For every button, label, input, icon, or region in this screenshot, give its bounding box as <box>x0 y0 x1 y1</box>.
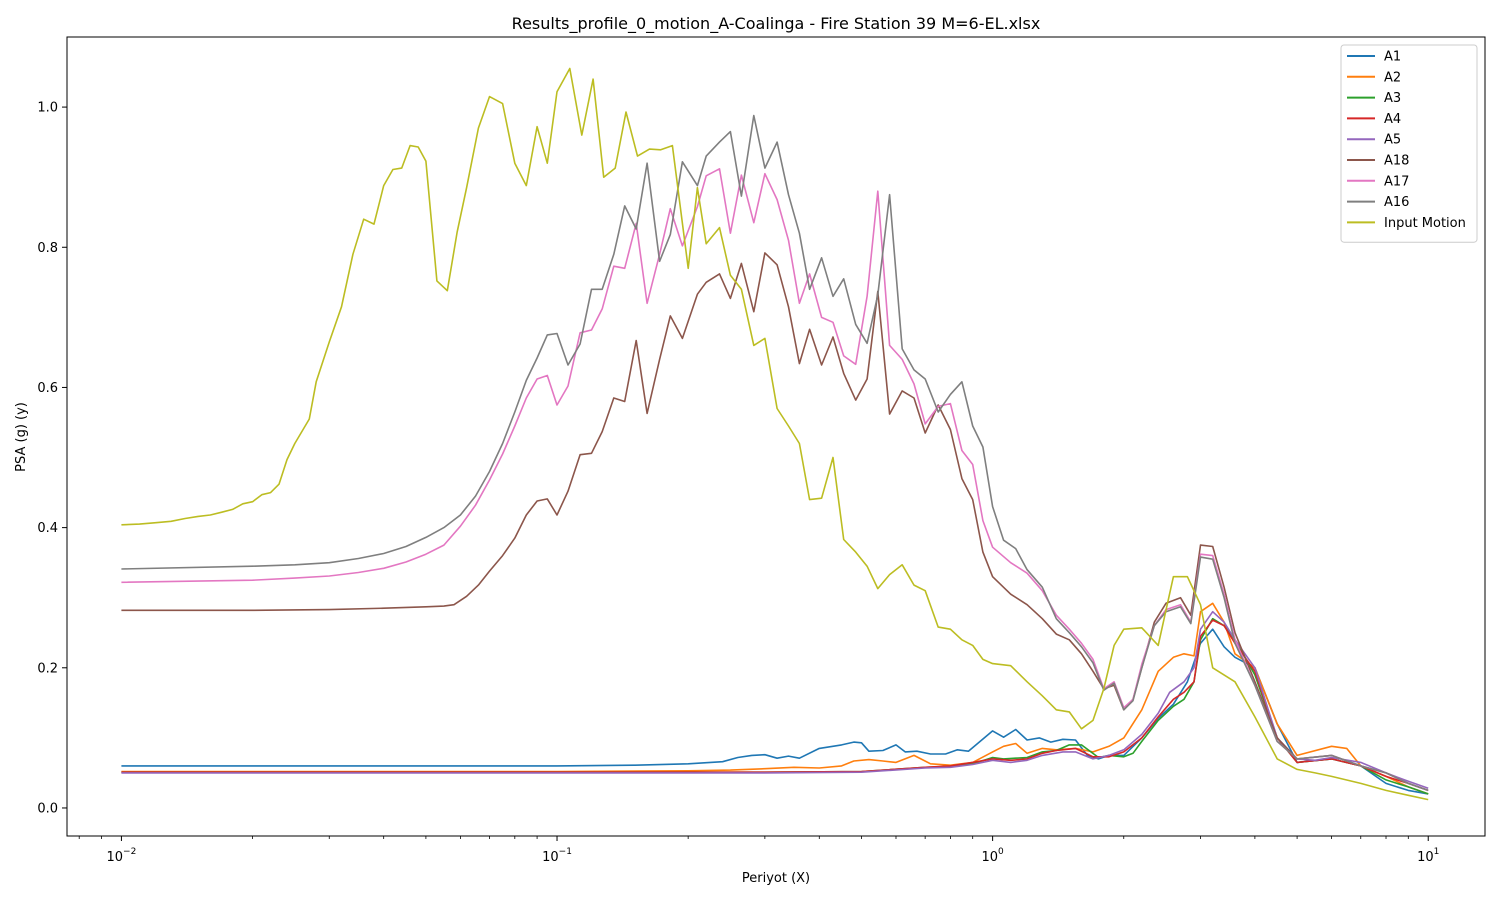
legend-label: A18 <box>1384 154 1409 169</box>
x-tick-label: 10−1 <box>542 847 572 865</box>
legend-label: A2 <box>1384 70 1401 85</box>
y-tick-label: 0.0 <box>37 801 58 816</box>
chart-title: Results_profile_0_motion_A-Coalinga - Fi… <box>512 14 1041 34</box>
x-tick-label: 101 <box>1417 847 1439 865</box>
y-tick-label: 0.6 <box>37 381 58 396</box>
legend: A1 A2 A3 A4 A5 A18 A17 A16 Input Motion <box>1340 44 1478 243</box>
legend-label: A4 <box>1384 112 1401 127</box>
x-tick-label: 10−2 <box>107 847 137 865</box>
y-tick-label: 0.2 <box>37 661 58 676</box>
legend-label: A16 <box>1384 195 1409 210</box>
legend-label: A17 <box>1384 174 1409 189</box>
legend-box <box>1340 44 1478 243</box>
series-line-a4 <box>121 619 1429 792</box>
series-line-a17 <box>121 168 1429 792</box>
series-line-a1 <box>121 628 1429 795</box>
series-line-a5 <box>121 610 1429 790</box>
axis-ticks: 0.0 0.2 0.4 0.6 0.8 1.0 10−2 10−1 100 101 <box>37 36 1486 865</box>
series-line-a18 <box>121 252 1429 792</box>
y-tick-label: 0.4 <box>37 521 58 536</box>
y-axis-label: PSA (g) (y) <box>14 402 29 472</box>
legend-label: A1 <box>1384 50 1401 65</box>
plot-area <box>121 67 1429 801</box>
legend-label: Input Motion <box>1384 216 1466 231</box>
legend-label: A5 <box>1384 133 1401 148</box>
x-axis-label: Periyot (X) <box>742 871 810 886</box>
y-tick-label: 0.8 <box>37 241 58 256</box>
x-tick-label: 100 <box>981 847 1004 865</box>
plot-frame <box>66 36 1486 837</box>
y-tick-label: 1.0 <box>37 101 58 116</box>
legend-label: A3 <box>1384 91 1401 106</box>
series-line-input-motion <box>121 67 1429 801</box>
